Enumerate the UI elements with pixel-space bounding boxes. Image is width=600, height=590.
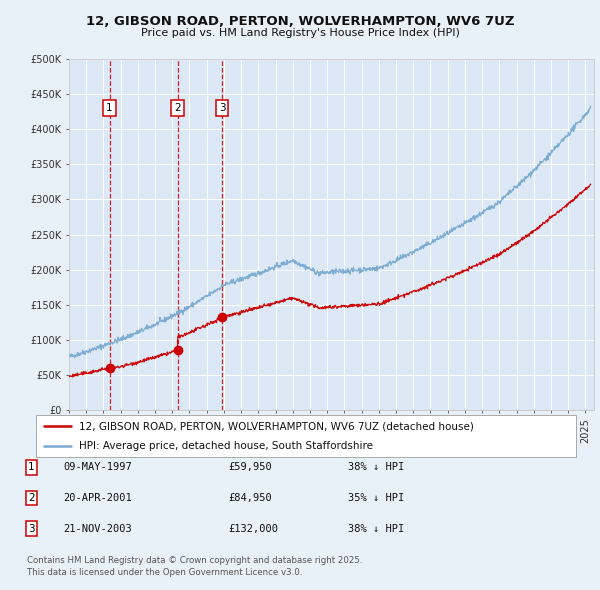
Text: 3: 3 <box>28 524 35 533</box>
Text: 12, GIBSON ROAD, PERTON, WOLVERHAMPTON, WV6 7UZ: 12, GIBSON ROAD, PERTON, WOLVERHAMPTON, … <box>86 15 514 28</box>
Text: HPI: Average price, detached house, South Staffordshire: HPI: Average price, detached house, Sout… <box>79 441 373 451</box>
Text: £84,950: £84,950 <box>228 493 272 503</box>
Text: 21-NOV-2003: 21-NOV-2003 <box>63 524 132 533</box>
Text: Price paid vs. HM Land Registry's House Price Index (HPI): Price paid vs. HM Land Registry's House … <box>140 28 460 38</box>
Text: 35% ↓ HPI: 35% ↓ HPI <box>348 493 404 503</box>
Text: 09-MAY-1997: 09-MAY-1997 <box>63 463 132 472</box>
Text: £59,950: £59,950 <box>228 463 272 472</box>
Text: Contains HM Land Registry data © Crown copyright and database right 2025.
This d: Contains HM Land Registry data © Crown c… <box>27 556 362 577</box>
Text: 2: 2 <box>28 493 35 503</box>
Text: 20-APR-2001: 20-APR-2001 <box>63 493 132 503</box>
Text: 1: 1 <box>106 103 113 113</box>
Text: 1: 1 <box>28 463 35 472</box>
Text: 3: 3 <box>219 103 226 113</box>
Text: 12, GIBSON ROAD, PERTON, WOLVERHAMPTON, WV6 7UZ (detached house): 12, GIBSON ROAD, PERTON, WOLVERHAMPTON, … <box>79 421 474 431</box>
Text: 38% ↓ HPI: 38% ↓ HPI <box>348 524 404 533</box>
Text: £132,000: £132,000 <box>228 524 278 533</box>
Text: 38% ↓ HPI: 38% ↓ HPI <box>348 463 404 472</box>
Text: 2: 2 <box>175 103 181 113</box>
